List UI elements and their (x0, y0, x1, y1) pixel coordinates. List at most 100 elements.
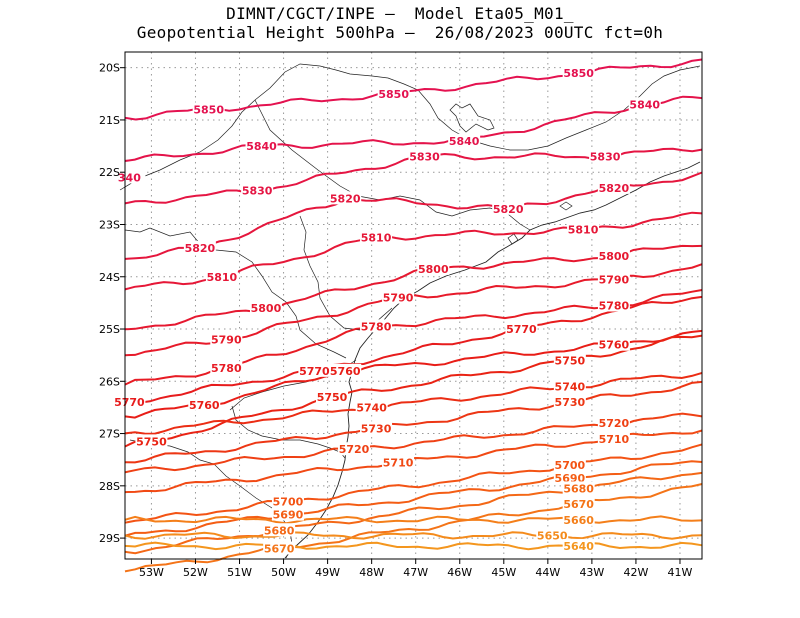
label-halo (553, 379, 586, 393)
label-halo (562, 497, 595, 511)
label-halo (355, 400, 388, 414)
contour-label: 5810 (361, 232, 392, 245)
lat-tick-label: 24S (99, 271, 120, 284)
label-halo (271, 494, 304, 508)
contour-label: 5780 (599, 300, 630, 313)
contour-label: 5760 (189, 399, 220, 412)
label-halo (360, 421, 393, 435)
coastal-island (507, 233, 519, 245)
contour-label: 5710 (599, 433, 630, 446)
contour-label: 5810 (568, 224, 599, 237)
coastal-island (559, 201, 573, 211)
label-halo (597, 431, 630, 445)
contour-line-5750 (124, 334, 703, 448)
contour-line-5650 (124, 531, 703, 540)
lat-tick-label: 23S (99, 218, 120, 231)
contour-line-5840 (124, 95, 703, 162)
contour-label: 5780 (211, 362, 242, 375)
contour-label: 5740 (356, 401, 387, 414)
plot-frame (124, 51, 703, 560)
contour-label: 5660 (563, 514, 594, 527)
lat-tick-label: 26S (99, 375, 120, 388)
label-halo (241, 183, 274, 197)
lon-tick-label: 47W (403, 566, 428, 579)
label-halo (329, 363, 362, 377)
label-halo (329, 191, 362, 205)
contour-label: 5830 (242, 185, 273, 198)
label-halo (597, 337, 630, 351)
label-halo (263, 523, 296, 537)
contour-label: 5770 (299, 365, 330, 378)
lon-tick-label: 42W (623, 566, 648, 579)
label-halo (382, 455, 415, 469)
contour-label: 5820 (185, 242, 216, 255)
lon-tick-label: 51W (227, 566, 252, 579)
country-border (231, 405, 346, 459)
country-border (124, 227, 347, 359)
contour-line-5740 (124, 371, 703, 435)
contour-label: 5850 (378, 88, 409, 101)
label-halo (597, 248, 630, 262)
label-halo (360, 319, 393, 333)
label-halo (210, 332, 243, 346)
contour-label: 5800 (251, 302, 282, 315)
label-halo (553, 353, 586, 367)
label-halo (338, 442, 371, 456)
lake (449, 103, 495, 133)
contour-line-5690 (124, 460, 703, 537)
contour-label: 5800 (418, 263, 449, 276)
lat-tick-label: 25S (99, 323, 120, 336)
label-halo (448, 133, 481, 147)
lon-tick-label: 49W (315, 566, 340, 579)
state-border (119, 63, 701, 191)
label-halo (382, 290, 415, 304)
contour-label: 5810 (207, 271, 238, 284)
label-halo (597, 272, 630, 286)
label-halo (553, 470, 586, 484)
lat-tick-label: 27S (99, 428, 120, 441)
label-halo (597, 298, 630, 312)
label-halo (271, 507, 304, 521)
lon-tick-label: 45W (491, 566, 516, 579)
label-halo (597, 416, 630, 430)
contour-label: 5700 (555, 459, 586, 472)
contour-line-5640 (124, 541, 703, 551)
label-halo (377, 86, 410, 100)
lat-tick-label: 22S (99, 166, 120, 179)
height-contours (124, 58, 703, 573)
contour-label: 5670 (264, 543, 295, 556)
contour-label: 5830 (409, 151, 440, 164)
label-halo (492, 201, 525, 215)
lat-tick-label: 20S (99, 62, 120, 75)
label-halo (553, 395, 586, 409)
contour-label: 5840 (449, 135, 480, 148)
contour-label: 5740 (555, 381, 586, 394)
lon-tick-label: 43W (579, 566, 604, 579)
lon-tick-label: 48W (359, 566, 384, 579)
label-halo (249, 301, 282, 315)
label-halo (298, 363, 331, 377)
contour-label: 5760 (599, 339, 630, 352)
contour-label: 5720 (339, 443, 370, 456)
contour-label: 5770 (506, 323, 537, 336)
contour-line-5700 (124, 443, 703, 524)
lon-tick-label: 44W (535, 566, 560, 579)
contour-label: 5710 (383, 456, 414, 469)
contour-label: 5670 (563, 498, 594, 511)
contour-line-5670 (124, 483, 703, 573)
lon-tick-label: 53W (139, 566, 164, 579)
lon-tick-label: 41W (668, 566, 693, 579)
label-halo (245, 139, 278, 153)
contour-label: 5640 (563, 540, 594, 553)
label-halo (263, 541, 296, 555)
contour-label: 5850 (563, 67, 594, 80)
lon-tick-label: 46W (447, 566, 472, 579)
label-halo (562, 481, 595, 495)
contour-label: 5820 (493, 203, 524, 216)
label-halo (562, 512, 595, 526)
contour-label: 5730 (361, 422, 392, 435)
label-halo (553, 457, 586, 471)
label-halo (597, 180, 630, 194)
coastline (284, 161, 701, 559)
